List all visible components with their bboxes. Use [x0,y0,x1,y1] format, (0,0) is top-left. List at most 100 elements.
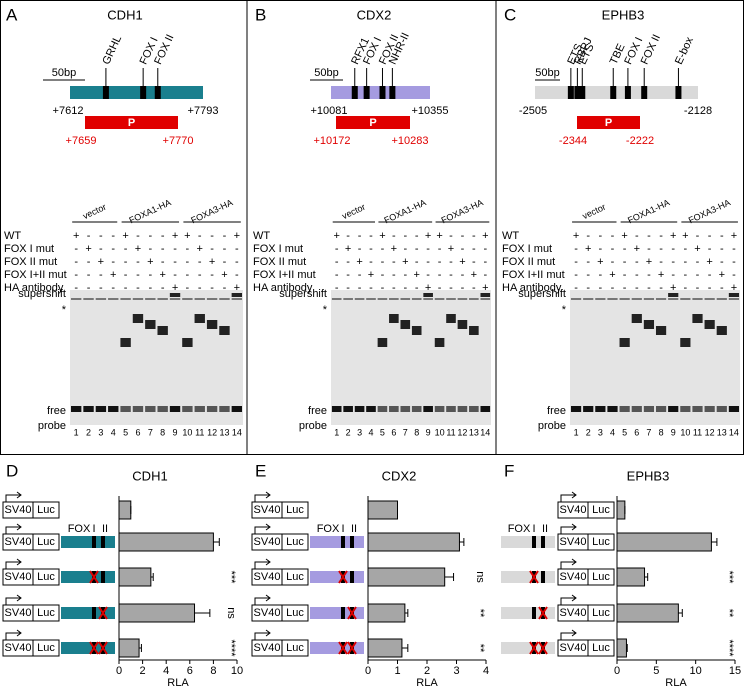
matrix-cell: - [415,243,419,255]
band [457,320,468,329]
band [231,293,243,297]
matrix-cell: - [461,230,465,242]
luc-label: Luc [592,504,610,516]
row-label: WT [4,230,21,242]
band [366,298,376,300]
significance: ns [225,607,237,619]
lane-number: 8 [659,427,664,437]
band-label: * [562,304,567,316]
matrix-cell: - [426,256,430,268]
lane-number: 7 [148,427,153,437]
matrix-cell: + [345,243,351,255]
probe-end: +7770 [163,135,194,147]
fox-site [341,607,345,619]
band [643,406,655,412]
sv40-label: SV40 [5,642,32,654]
group-label: FOXA1-HA [626,197,671,225]
band [182,406,193,412]
probe-start: +7659 [66,135,97,147]
band [182,298,193,300]
bar [118,500,132,520]
band [619,338,630,347]
band [331,406,342,412]
matrix-cell: - [173,243,177,255]
panel-letter: D [6,461,18,480]
fox-label: I [532,523,535,535]
fox-label: II [542,523,548,535]
tss-arrow [560,491,577,502]
matrix-cell: - [611,282,615,294]
gene-title: EPHB3 [602,7,645,22]
band [469,406,479,412]
lane-number: 1 [574,427,579,437]
matrix-cell: + [147,256,153,268]
row-label: FOX I+II mut [4,269,67,281]
band [570,298,582,300]
scale-label: 50bp [52,67,76,79]
row-label: WT [502,230,519,242]
x-axis-label: RLA [665,677,687,687]
sv40-label: SV40 [254,607,281,619]
bar [367,532,460,552]
matrix-cell: - [346,230,350,242]
promoter [501,571,555,583]
matrix-cell: - [87,282,91,294]
promoter [61,536,115,548]
fox-site [532,607,536,619]
row-label: FOX II mut [4,256,57,268]
group-label: vector [581,202,607,221]
x-tick-label: 5 [653,665,659,677]
matrix-cell: - [574,282,578,294]
matrix-cell: - [574,269,578,281]
tss-arrow [5,558,22,569]
band [446,406,456,412]
band [132,406,144,412]
matrix-cell: - [111,230,115,242]
band [70,406,82,412]
matrix-cell: - [426,243,430,255]
matrix-cell: - [708,230,712,242]
matrix-cell: - [611,256,615,268]
band [219,298,230,300]
fox-site [350,536,354,548]
fox-label: FOX [68,523,91,535]
x-tick-label: 2 [424,665,430,677]
luc-label: Luc [286,571,304,583]
band [655,298,667,300]
band [411,326,422,335]
matrix-cell: - [358,230,362,242]
x-tick-label: 0 [614,665,620,677]
matrix-cell: + [658,269,664,281]
band [366,406,376,412]
matrix-cell: + [731,282,737,294]
luc-box [587,501,615,519]
matrix-cell: - [381,282,385,294]
group-label: FOXA3-HA [687,197,732,225]
band [157,326,168,335]
matrix-cell: - [161,256,165,268]
fox-site [350,571,354,583]
band [231,298,243,300]
matrix-cell: - [574,243,578,255]
luc-label: Luc [592,571,610,583]
matrix-cell: - [223,230,227,242]
band [389,406,399,412]
band [583,406,594,412]
band [728,298,740,300]
lane-number: 12 [705,427,715,437]
probe-start: +10172 [313,135,350,147]
matrix-cell: - [198,269,202,281]
band [157,298,168,300]
row-label: HA antibody [502,282,562,294]
x-tick-label: 15 [729,665,741,677]
matrix-cell: - [438,256,442,268]
matrix-cell: - [623,269,627,281]
mutation-x [98,606,108,620]
matrix-cell: - [124,269,128,281]
matrix-cell: - [403,243,407,255]
matrix-cell: + [98,256,104,268]
matrix-cell: - [586,269,590,281]
band [389,298,399,300]
tss-arrow [560,629,577,640]
matrix-cell: - [161,230,165,242]
